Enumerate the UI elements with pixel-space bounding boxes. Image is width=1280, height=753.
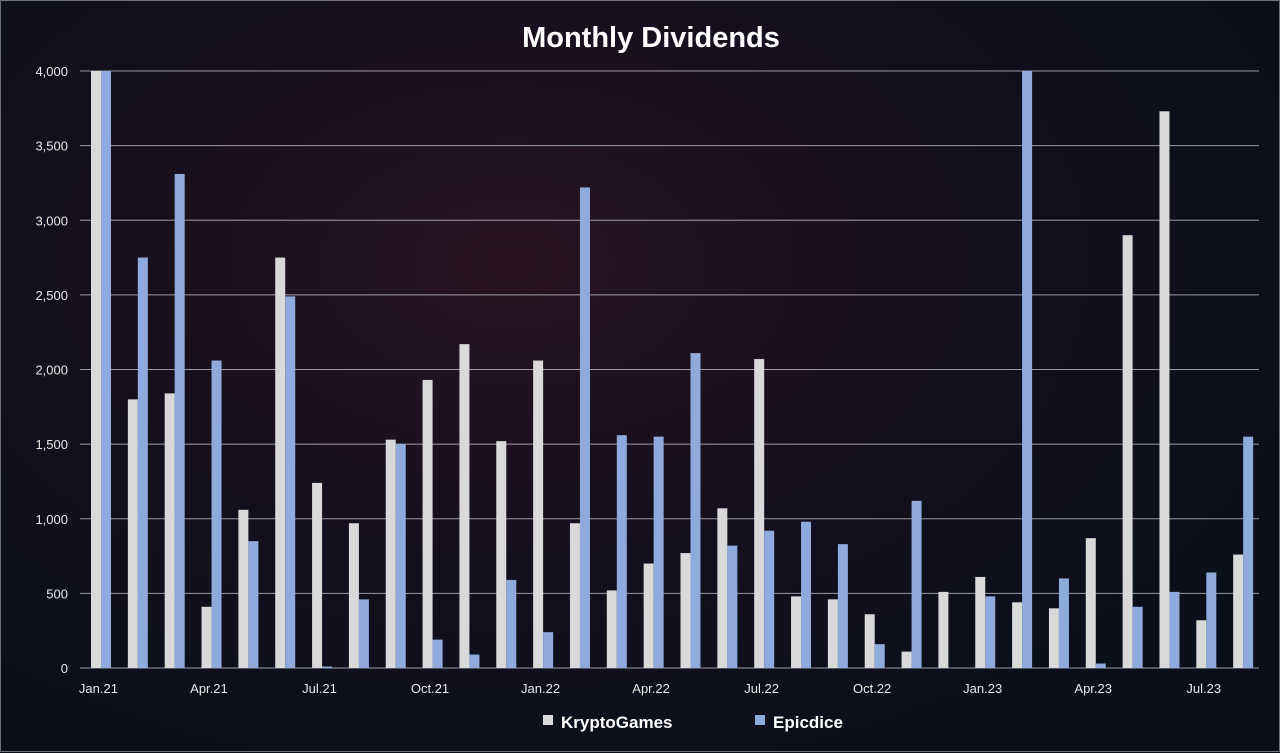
bar-kryptogames-Jan.23: [975, 576, 986, 668]
bar-epicdice-Apr.23: [1095, 663, 1106, 668]
bar-kryptogames-Feb.21: [127, 399, 138, 668]
y-tick-label: 2,500: [35, 288, 68, 303]
x-tick-label: Jan.23: [963, 681, 1002, 696]
bar-kryptogames-Oct.21: [422, 379, 433, 668]
x-tick-label: Jul.21: [302, 681, 337, 696]
bar-epicdice-Jul.23: [1206, 572, 1217, 668]
bar-kryptogames-Sep.21: [385, 439, 396, 668]
x-tick-label: Jan.21: [79, 681, 118, 696]
bar-epicdice-Jun.22: [727, 545, 738, 668]
bar-kryptogames-Jun.21: [275, 257, 286, 668]
bar-epicdice-Apr.21: [211, 360, 222, 668]
x-tick-label: Jul.22: [744, 681, 779, 696]
bar-kryptogames-Jun.23: [1159, 111, 1170, 669]
bar-epicdice-Apr.22: [653, 436, 664, 668]
x-tick-label: Apr.23: [1074, 681, 1112, 696]
y-tick-label: 3,500: [35, 139, 68, 154]
bar-epicdice-Jan.23: [985, 596, 996, 668]
bar-epicdice-Feb.21: [137, 257, 148, 668]
bar-epicdice-Jan.21: [101, 71, 111, 668]
bar-kryptogames-Dec.21: [496, 441, 507, 668]
bar-kryptogames-Apr.21: [201, 606, 212, 668]
bar-epicdice-May.21: [248, 541, 259, 668]
bar-kryptogames-Jan.21: [91, 71, 101, 668]
x-tick-label: Oct.22: [853, 681, 891, 696]
bar-epicdice-Dec.21: [506, 579, 517, 668]
y-tick-label: 1,000: [35, 512, 68, 527]
bar-epicdice-Jun.23: [1169, 591, 1180, 668]
x-axis-ticks: Jan.21 Apr.21 Jul.21 Oct.21 Jan.22 Apr.22 Jul.…: [79, 681, 1221, 696]
bar-epicdice-Sep.22: [837, 544, 848, 668]
bar-kryptogames-Sep.22: [827, 599, 838, 668]
bar-epicdice-Jan.22: [543, 632, 554, 668]
bar-epicdice-Feb.23: [1022, 71, 1033, 668]
bar-epicdice-Mar.23: [1058, 578, 1069, 668]
bar-epicdice-Feb.22: [579, 187, 590, 669]
bar-epicdice-Mar.21: [174, 173, 185, 669]
bar-epicdice-Aug.23: [1243, 436, 1254, 668]
y-tick-label: 4,000: [35, 64, 68, 79]
y-tick-label: 500: [46, 586, 68, 601]
bar-kryptogames-Feb.23: [1012, 602, 1023, 668]
bar-kryptogames-Jan.22: [533, 360, 544, 668]
bar-epicdice-Nov.21: [469, 654, 480, 668]
legend-swatch-epicdice: [755, 715, 765, 725]
bar-epicdice-Oct.21: [432, 639, 443, 668]
bar-epicdice-Oct.22: [874, 644, 885, 668]
y-tick-label: 1,500: [35, 437, 68, 452]
bar-kryptogames-Jun.22: [717, 508, 728, 668]
bar-kryptogames-Jul.21: [312, 482, 323, 668]
bar-kryptogames-Jul.23: [1196, 620, 1207, 668]
bar-kryptogames-May.21: [238, 509, 249, 668]
bar-kryptogames-Nov.21: [459, 344, 470, 668]
bar-kryptogames-Aug.22: [791, 596, 802, 668]
bar-kryptogames-Aug.23: [1233, 554, 1244, 668]
legend-label-kryptogames: KryptoGames: [561, 713, 672, 732]
bar-epicdice-Sep.21: [395, 444, 406, 668]
y-axis-ticks: 0 500 1,000 1,500 2,000 2,500 3,000 3,500 4,000: [35, 64, 68, 676]
y-tick-label: 2,000: [35, 363, 68, 378]
bar-kryptogames-Nov.22: [901, 651, 912, 668]
bar-kryptogames-Aug.21: [348, 523, 359, 668]
bar-epicdice-Jul.21: [322, 666, 333, 668]
bar-kryptogames-May.22: [680, 553, 691, 668]
legend-swatch-kryptogames: [543, 715, 553, 725]
legend-label-epicdice: Epicdice: [773, 713, 843, 732]
x-tick-label: Apr.21: [190, 681, 228, 696]
x-tick-label: Oct.21: [411, 681, 449, 696]
bar-epicdice-Jun.21: [285, 296, 296, 668]
x-tick-label: Jan.22: [521, 681, 560, 696]
bar-epicdice-May.23: [1132, 606, 1143, 668]
bar-kryptogames-Feb.22: [569, 523, 580, 668]
bar-kryptogames-Jul.22: [754, 359, 765, 668]
bar-kryptogames-Apr.23: [1085, 538, 1096, 668]
bar-epicdice-Aug.22: [801, 521, 812, 668]
bar-kryptogames-Mar.22: [606, 590, 617, 668]
bars: [91, 71, 1254, 669]
bar-kryptogames-Dec.22: [938, 591, 949, 668]
x-tick-label: Apr.22: [632, 681, 670, 696]
bar-kryptogames-Oct.22: [864, 614, 875, 668]
bar-kryptogames-May.23: [1122, 235, 1133, 669]
legend: KryptoGames Epicdice: [543, 713, 843, 732]
bar-epicdice-Jul.22: [764, 530, 775, 668]
bar-kryptogames-Mar.23: [1048, 608, 1059, 668]
bar-epicdice-May.22: [690, 353, 701, 668]
bar-epicdice-Nov.22: [911, 500, 922, 668]
bar-epicdice-Aug.21: [358, 599, 369, 668]
bar-kryptogames-Apr.22: [643, 563, 654, 668]
bar-epicdice-Mar.22: [616, 435, 627, 668]
x-tick-label: Jul.23: [1186, 681, 1221, 696]
bar-kryptogames-Mar.21: [164, 393, 175, 668]
chart-title: Monthly Dividends: [522, 22, 780, 54]
y-tick-label: 3,000: [35, 213, 68, 228]
y-tick-label: 0: [61, 661, 68, 676]
